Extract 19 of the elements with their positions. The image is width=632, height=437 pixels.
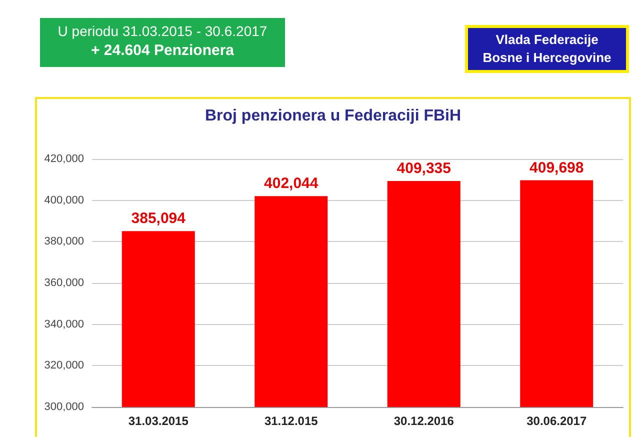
y-tick-label: 300,000 — [44, 401, 84, 413]
text: Vlada Federacije Bosne i Hercegovine — [482, 31, 612, 67]
y-tick-label: 420,000 — [44, 153, 84, 165]
data-label: 409,698 — [530, 159, 584, 176]
x-tick-label: 30.12.2016 — [394, 414, 454, 428]
y-tick-label: 320,000 — [44, 360, 84, 372]
x-tick-label: 31.12.015 — [264, 414, 318, 428]
data-label: 409,335 — [396, 160, 451, 178]
x-tick-label: 30.06.2017 — [526, 414, 587, 428]
data-label: 402,044 — [264, 175, 319, 192]
y-tick-label: 340,000 — [44, 318, 84, 330]
y-tick-label: 380,000 — [44, 236, 84, 248]
y-tick-label: 400,000 — [44, 194, 84, 206]
text: + 24.604 Penzionera — [90, 42, 235, 59]
x-tick-label: 31.03.2015 — [128, 414, 189, 428]
text: U periodu 31.03.2015 - 30.6.2017 — [56, 23, 268, 39]
chart-title: Broj penzionera u Federaciji FBiH — [204, 108, 462, 124]
y-tick-label: 360,000 — [44, 277, 84, 289]
data-label: 385,094 — [131, 210, 186, 228]
